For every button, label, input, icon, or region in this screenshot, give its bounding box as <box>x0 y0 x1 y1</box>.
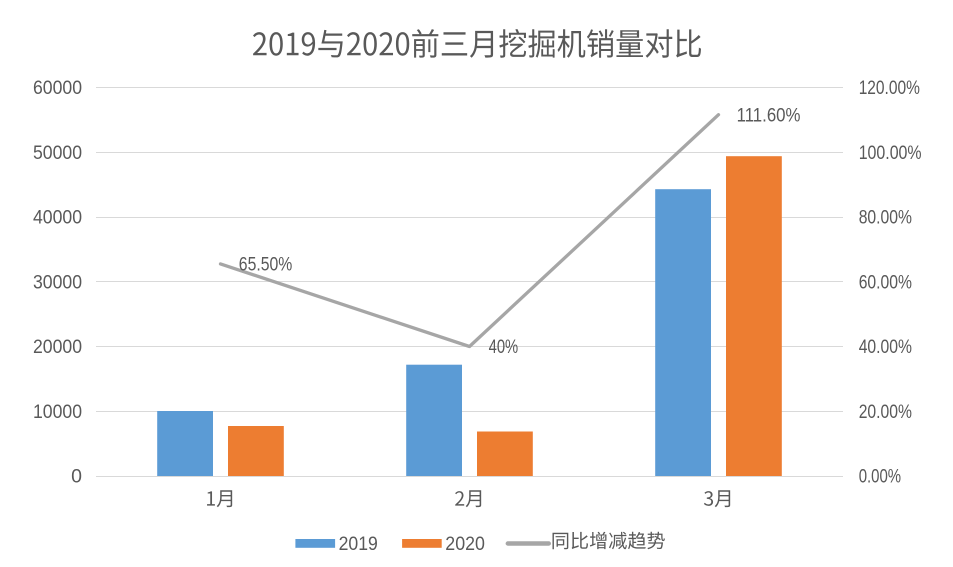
svg-text:40.00%: 40.00% <box>859 336 912 358</box>
svg-text:40000: 40000 <box>33 207 82 229</box>
svg-text:30000: 30000 <box>33 271 82 293</box>
svg-text:40%: 40% <box>489 336 519 358</box>
svg-text:100.00%: 100.00% <box>859 142 922 164</box>
svg-text:120.00%: 120.00% <box>859 77 920 99</box>
svg-text:0.00%: 0.00% <box>859 466 901 488</box>
svg-text:65.50%: 65.50% <box>239 254 292 276</box>
svg-text:0: 0 <box>71 466 82 488</box>
svg-text:60.00%: 60.00% <box>859 271 912 293</box>
svg-text:2019: 2019 <box>339 533 378 555</box>
svg-text:80.00%: 80.00% <box>859 207 912 229</box>
svg-text:20.00%: 20.00% <box>859 401 912 423</box>
svg-text:10000: 10000 <box>33 401 82 423</box>
svg-text:50000: 50000 <box>33 142 82 164</box>
svg-text:111.60%: 111.60% <box>737 104 801 126</box>
svg-text:2020: 2020 <box>445 533 485 555</box>
svg-text:20000: 20000 <box>33 336 82 358</box>
svg-text:60000: 60000 <box>33 77 82 99</box>
